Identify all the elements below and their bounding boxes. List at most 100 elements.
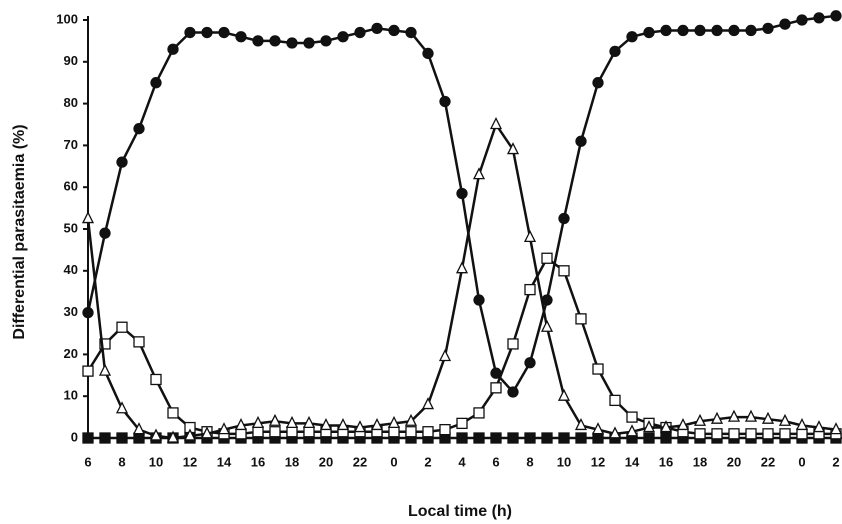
x-tick-label: 8 [526, 454, 533, 469]
data-point [405, 426, 417, 438]
data-point [507, 338, 519, 350]
data-point [82, 432, 94, 444]
data-point [557, 388, 571, 401]
data-point [575, 135, 587, 147]
data-point [507, 386, 519, 398]
data-point [473, 432, 485, 444]
data-point [524, 283, 536, 296]
data-point [439, 95, 451, 108]
data-point [116, 321, 128, 333]
data-point [132, 422, 146, 435]
data-point [796, 428, 808, 440]
y-tick-label: 100 [56, 11, 78, 26]
data-point [251, 415, 265, 429]
data-point [235, 31, 247, 43]
data-point [167, 43, 179, 55]
x-tick-label: 14 [625, 454, 640, 469]
x-tick-label: 2 [424, 454, 431, 469]
data-point [404, 413, 418, 426]
data-point [575, 432, 587, 444]
data-point [592, 363, 604, 375]
data-point [438, 349, 452, 362]
data-point [660, 24, 672, 37]
data-point [745, 24, 757, 37]
data-point [710, 411, 724, 424]
data-point [150, 77, 162, 89]
x-tick-label: 0 [798, 454, 805, 469]
y-tick-label: 40 [64, 262, 78, 277]
data-point [541, 432, 553, 444]
data-point [201, 26, 213, 39]
data-point [762, 428, 774, 440]
y-tick-label: 10 [64, 388, 78, 403]
series-line [86, 256, 836, 436]
data-point [455, 261, 469, 274]
data-point [728, 24, 740, 37]
data-point [812, 420, 826, 433]
data-point [116, 432, 128, 444]
data-point [711, 428, 723, 440]
data-point [421, 397, 435, 410]
data-point [540, 319, 554, 332]
data-point [320, 35, 332, 47]
y-axis-title: Differential parasitaemia (%) [11, 124, 28, 339]
data-point [82, 365, 94, 377]
data-point [677, 24, 689, 37]
data-point [558, 212, 570, 225]
y-tick-label: 70 [64, 137, 78, 152]
y-tick-label: 80 [64, 95, 78, 110]
data-point [422, 47, 434, 60]
data-point [524, 432, 536, 444]
data-point [371, 22, 383, 35]
data-point [252, 426, 264, 438]
data-point [388, 426, 400, 438]
data-point [354, 26, 366, 39]
data-point [779, 428, 791, 440]
data-point [507, 432, 519, 444]
x-tick-label: 20 [319, 454, 333, 469]
x-tick-label: 4 [458, 454, 466, 469]
data-point [490, 432, 502, 444]
data-point [456, 417, 468, 430]
data-point [795, 418, 809, 431]
x-tick-label: 12 [183, 454, 197, 469]
data-point [387, 415, 401, 429]
data-point [217, 422, 231, 435]
data-point [574, 418, 588, 431]
data-point [813, 12, 825, 24]
y-tick-label: 50 [64, 220, 78, 235]
x-tick-label: 2 [832, 454, 839, 469]
data-point [133, 336, 145, 348]
data-point [150, 373, 162, 386]
data-point [727, 409, 741, 422]
data-point [269, 35, 281, 47]
data-point [183, 428, 197, 441]
data-point [659, 420, 673, 433]
data-point [116, 156, 128, 168]
x-tick-label: 12 [591, 454, 605, 469]
data-point [643, 26, 655, 39]
data-point [405, 26, 417, 39]
y-tick-label: 0 [71, 429, 78, 444]
data-point [99, 432, 111, 444]
data-point [184, 26, 196, 39]
x-tick-label: 20 [727, 454, 741, 469]
data-point [609, 45, 621, 57]
x-tick-label: 22 [761, 454, 775, 469]
x-tick-label: 14 [217, 454, 232, 469]
data-point [269, 426, 281, 438]
x-tick-label: 18 [285, 454, 299, 469]
data-point [541, 252, 553, 264]
data-point [591, 422, 605, 435]
data-point [319, 418, 333, 431]
data-point [218, 26, 230, 39]
data-point [200, 426, 214, 439]
data-point [592, 77, 604, 89]
data-point [558, 265, 570, 277]
data-point [830, 10, 842, 22]
data-point [133, 123, 145, 135]
data-point [779, 18, 791, 30]
data-point [643, 432, 655, 444]
data-point [99, 338, 111, 350]
data-point [166, 430, 180, 443]
